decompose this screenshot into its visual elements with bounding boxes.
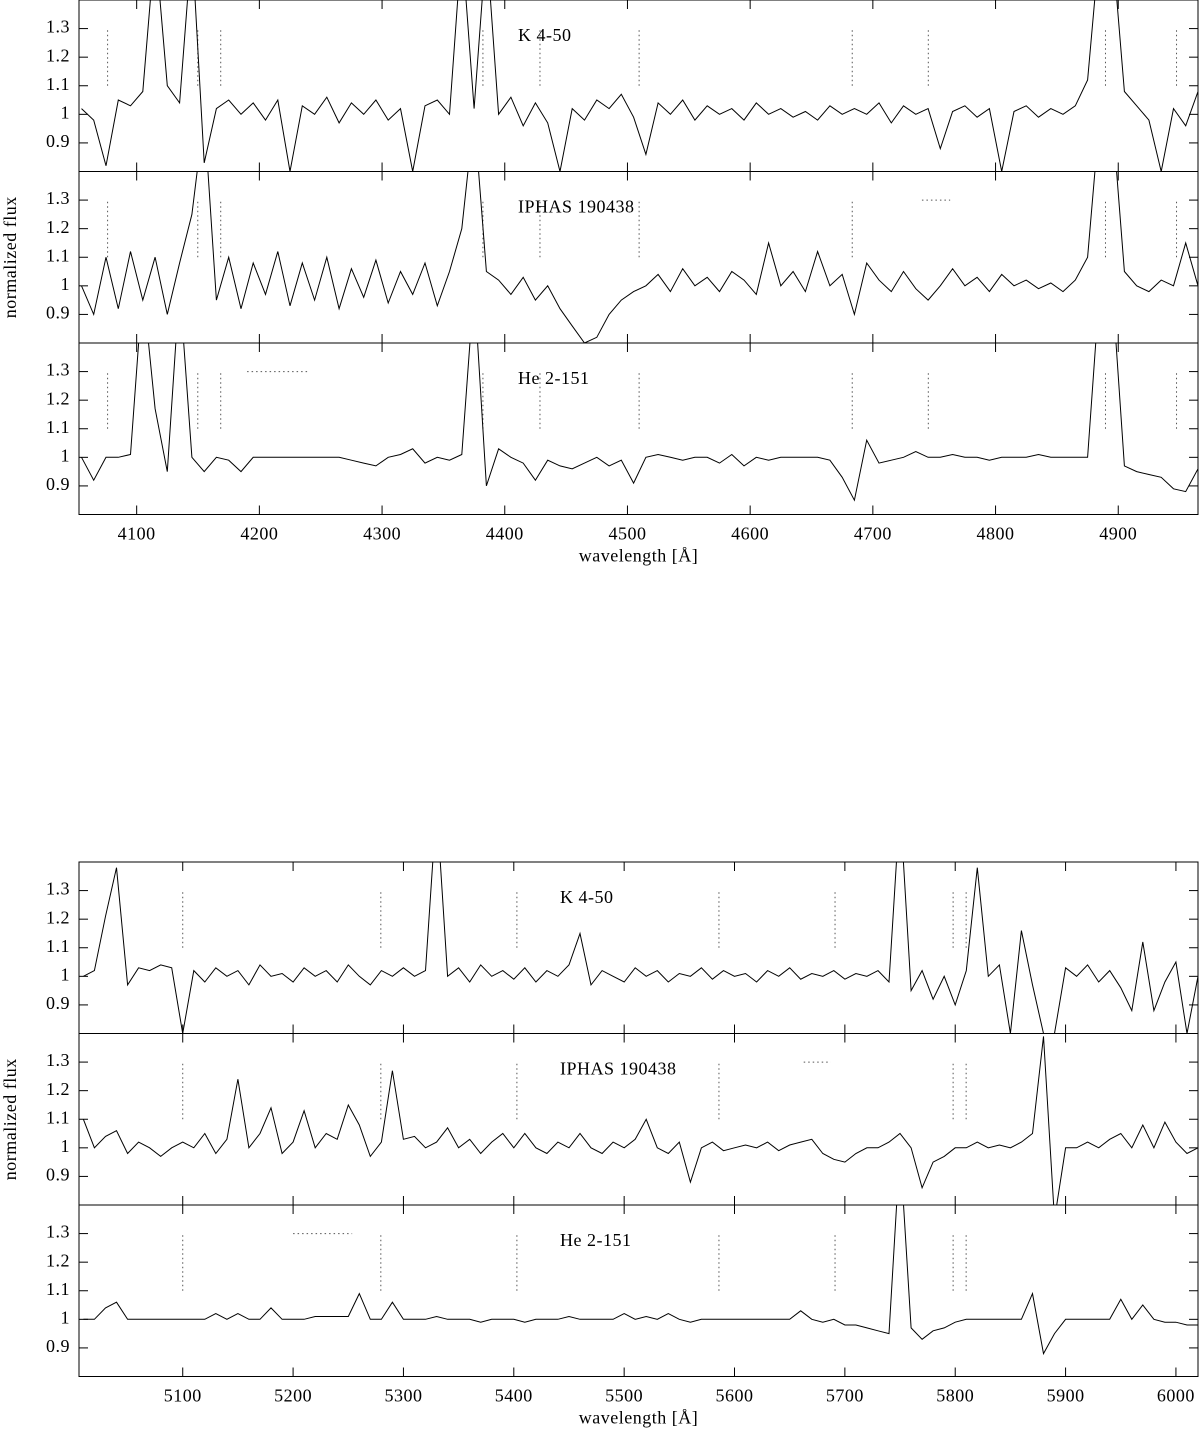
- y-tick-label: 1.3: [46, 360, 70, 380]
- panel-frame: [78, 1204, 1199, 1377]
- panel-label: K 4-50: [560, 887, 614, 907]
- y-tick-label: 1.3: [46, 879, 70, 899]
- x-tick-label: 4300: [363, 524, 401, 544]
- spectrum-line: [81, 0, 1198, 172]
- y-tick-label: 1.1: [46, 74, 70, 94]
- y-tick-label: 0.9: [46, 303, 70, 323]
- x-tick-label: 5700: [826, 1386, 864, 1406]
- y-tick-label: 1: [61, 964, 71, 984]
- y-tick-label: 1: [61, 274, 71, 294]
- y-tick-label: 1.2: [46, 1250, 70, 1270]
- y-tick-label: 1.2: [46, 1079, 70, 1099]
- panel-label: K 4-50: [518, 25, 572, 45]
- x-tick-label: 5300: [384, 1386, 422, 1406]
- y-tick-label: 0.9: [46, 1336, 70, 1356]
- x-axis-label: wavelength [Å]: [579, 1408, 698, 1428]
- y-tick-label: 1.1: [46, 1279, 70, 1299]
- y-tick-label: 1.1: [46, 936, 70, 956]
- x-tick-label: 5100: [164, 1386, 202, 1406]
- x-tick-label: 5600: [716, 1386, 754, 1406]
- y-axis-label: normalized flux: [0, 1058, 20, 1180]
- x-tick-label: 5500: [605, 1386, 643, 1406]
- x-tick-label: 5800: [936, 1386, 974, 1406]
- panel-frame: [78, 171, 1199, 344]
- panel-label: He 2-151: [518, 368, 589, 388]
- x-tick-label: 4200: [240, 524, 278, 544]
- y-tick-label: 1.2: [46, 388, 70, 408]
- x-tick-label: 4900: [1099, 524, 1137, 544]
- x-tick-label: 4700: [854, 524, 892, 544]
- y-tick-label: 1: [61, 102, 71, 122]
- panel-label: He 2-151: [560, 1230, 631, 1250]
- x-tick-label: 4500: [608, 524, 646, 544]
- spectrum-line: [81, 171, 1198, 343]
- y-tick-label: 0.9: [46, 474, 70, 494]
- y-tick-label: 1.3: [46, 188, 70, 208]
- x-tick-label: 6000: [1157, 1386, 1195, 1406]
- y-tick-label: 1.2: [46, 907, 70, 927]
- panel-frame: [78, 0, 1199, 172]
- y-tick-label: 1: [61, 1307, 71, 1327]
- x-tick-label: 4100: [118, 524, 156, 544]
- x-tick-label: 5200: [274, 1386, 312, 1406]
- x-tick-label: 5900: [1047, 1386, 1085, 1406]
- y-tick-label: 1.1: [46, 1107, 70, 1127]
- spectrum-line: [81, 343, 1198, 502]
- y-tick-label: 1.3: [46, 1050, 70, 1070]
- x-tick-label: 4800: [977, 524, 1015, 544]
- y-tick-label: 1.1: [46, 245, 70, 265]
- x-tick-label: 4400: [486, 524, 524, 544]
- y-tick-label: 0.9: [46, 993, 70, 1013]
- panel-frame: [78, 342, 1199, 515]
- y-tick-label: 0.9: [46, 131, 70, 151]
- panel-frame: [78, 861, 1199, 1034]
- spectrum-line: [83, 1205, 1198, 1356]
- y-tick-label: 1.3: [46, 1222, 70, 1242]
- spectrum-line: [82, 1036, 1198, 1205]
- panel-label: IPHAS 190438: [518, 197, 635, 217]
- y-tick-label: 1.1: [46, 417, 70, 437]
- y-tick-label: 1: [61, 1136, 71, 1156]
- panel-label: IPHAS 190438: [560, 1059, 677, 1079]
- y-tick-label: 0.9: [46, 1165, 70, 1185]
- y-axis-label: normalized flux: [0, 196, 20, 318]
- x-axis-label: wavelength [Å]: [579, 546, 698, 566]
- y-tick-label: 1.2: [46, 45, 70, 65]
- y-tick-label: 1.3: [46, 17, 70, 37]
- spectrum-line: [83, 862, 1198, 1034]
- x-tick-label: 5400: [495, 1386, 533, 1406]
- y-tick-label: 1: [61, 445, 71, 465]
- x-tick-label: 4600: [731, 524, 769, 544]
- y-tick-label: 1.2: [46, 217, 70, 237]
